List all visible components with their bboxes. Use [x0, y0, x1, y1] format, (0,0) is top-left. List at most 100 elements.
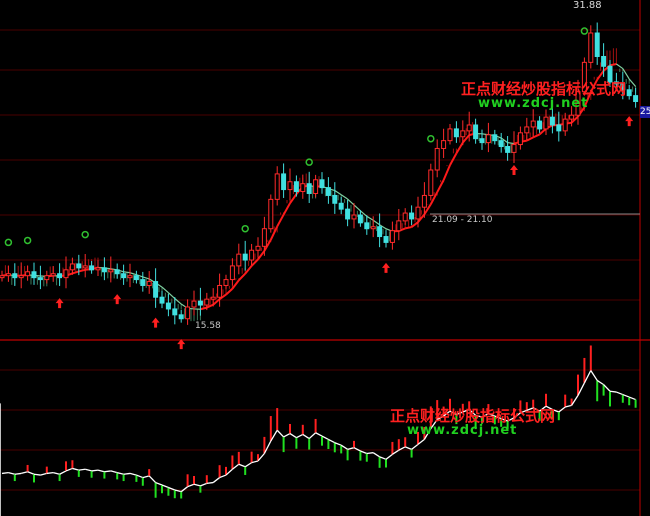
indicator-line-segment	[14, 472, 22, 475]
candle-body	[498, 140, 504, 148]
ma-line-segment	[570, 115, 579, 124]
candle-body	[537, 120, 543, 130]
indicator-line-segment	[507, 417, 515, 422]
indicator-line-segment	[423, 428, 432, 440]
candle-body	[50, 273, 56, 277]
indicator-line-segment	[296, 433, 304, 439]
candle-body	[633, 95, 639, 103]
indicator-line-segment	[270, 429, 278, 442]
ma-line-segment	[129, 272, 137, 276]
indicator-line-segment	[302, 433, 310, 440]
ma-line-segment	[442, 164, 451, 181]
candle-body	[44, 275, 50, 281]
candle-body	[191, 300, 197, 308]
buy-arrow-icon	[151, 317, 160, 328]
ma-line-segment	[263, 239, 272, 252]
indicator-line-segment	[212, 477, 220, 484]
ma-line-segment	[538, 127, 547, 136]
candle-body	[37, 277, 43, 281]
indicator-line-segment	[206, 481, 214, 485]
candle-body	[293, 181, 299, 193]
sell-signal-icon	[241, 224, 249, 233]
indicator-line-segment	[385, 453, 393, 460]
indicator-line-segment	[251, 460, 259, 464]
candle-body	[332, 194, 338, 204]
ma-line-segment	[417, 213, 426, 223]
ma-line-segment	[206, 303, 214, 309]
indicator-line-segment	[276, 429, 285, 438]
candle-body	[89, 265, 95, 271]
indicator-line-segment	[21, 471, 28, 475]
indicator-line-segment	[616, 391, 624, 396]
ma-line-segment	[136, 274, 144, 278]
indicator-line-segment	[193, 483, 201, 487]
candle-body	[428, 169, 434, 196]
ma-line-segment	[583, 91, 592, 108]
candle-body	[543, 116, 549, 130]
indicator-line-segment	[123, 472, 131, 475]
candle-body	[153, 281, 159, 298]
indicator-line-segment	[565, 404, 572, 408]
indicator-line-segment	[583, 370, 592, 384]
ma-line-segment	[410, 221, 419, 228]
candle-body	[383, 236, 389, 243]
indicator-line-segment	[315, 432, 323, 437]
sell-signal-icon	[580, 27, 589, 35]
indicator-line-segment	[392, 449, 400, 455]
candle-body	[223, 279, 229, 286]
candle-body	[76, 263, 82, 269]
candle-body	[236, 253, 242, 267]
ma-line-segment	[507, 142, 515, 145]
candle-body	[57, 273, 63, 279]
sell-signal-icon	[427, 134, 435, 143]
indicator-line-segment	[33, 473, 41, 476]
ma-line-segment	[405, 226, 412, 230]
candle-body	[415, 206, 421, 220]
candle-body	[146, 281, 152, 286]
ma-line-segment	[334, 190, 342, 196]
candle-body	[0, 275, 5, 279]
ma-line-segment	[167, 292, 176, 299]
ma-line-segment	[500, 137, 508, 144]
indicator-line-segment	[257, 453, 265, 462]
candle-body	[569, 114, 575, 120]
ma-line-segment	[212, 298, 221, 306]
candle-body	[31, 271, 37, 279]
sell-signal-icon	[305, 158, 313, 166]
candle-body	[5, 273, 11, 277]
indicator-line-segment	[398, 446, 406, 451]
candle-body	[421, 194, 427, 208]
indicator-line-segment	[558, 406, 566, 413]
candle-body	[345, 208, 351, 220]
indicator-line-segment	[238, 463, 246, 468]
indicator-line-segment	[334, 442, 342, 446]
candle-body	[12, 273, 18, 279]
low-price-label: 15.58	[195, 321, 221, 331]
candle-body	[178, 314, 184, 320]
indicator-line-segment	[366, 452, 374, 455]
candle-body	[255, 245, 261, 251]
candle-body	[364, 222, 370, 230]
candle-body	[165, 302, 171, 310]
ma-line-segment	[174, 298, 182, 305]
candle-body	[114, 269, 120, 275]
candle-body	[249, 249, 255, 261]
ma-line-segment	[455, 142, 464, 154]
candle-body	[357, 214, 363, 224]
indicator-line-segment	[148, 475, 157, 484]
indicator-line-segment	[232, 463, 240, 470]
indicator-line-segment	[244, 462, 252, 468]
indicator-line-segment	[59, 470, 67, 475]
indicator-line-segment	[411, 443, 419, 450]
candle-body	[601, 55, 607, 67]
indicator-line-segment	[1, 471, 9, 475]
indicator-line-segment	[225, 468, 233, 476]
candle-body	[261, 228, 267, 247]
indicator-line-segment	[545, 405, 553, 411]
candle-body	[63, 269, 69, 279]
ma-line-segment	[123, 271, 131, 274]
candle-body	[306, 183, 312, 194]
indicator-line-segment	[513, 412, 521, 419]
indicator-line-segment	[97, 469, 105, 473]
